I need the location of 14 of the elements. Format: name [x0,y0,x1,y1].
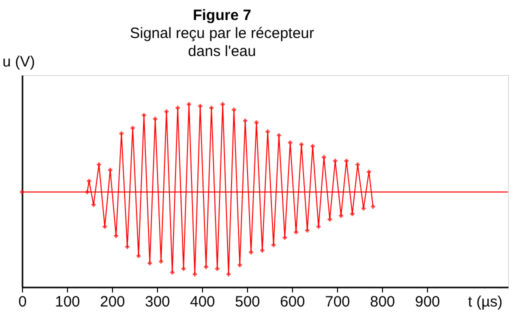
x-tick-label: 700 [324,294,350,310]
x-tick-label: 900 [414,294,440,310]
x-tick-label: 600 [280,294,306,310]
x-tick-label: 500 [234,294,260,310]
x-tick-label: 400 [190,294,216,310]
chart-title: Figure 7 [192,7,252,24]
x-tick-label: 100 [54,294,80,310]
y-axis-title: u (V) [2,54,36,70]
x-tick-label: 300 [144,294,170,310]
chart-subtitle: Signal reçu par le récepteur dans l'eau [130,25,314,60]
x-axis-title: t (µs) [468,294,503,310]
x-tick-label: 0 [18,294,27,310]
x-tick-label: 200 [100,294,126,310]
x-tick-label: 800 [370,294,396,310]
